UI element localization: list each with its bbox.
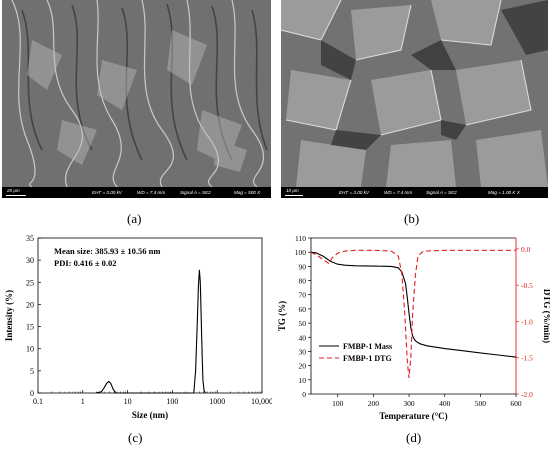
x-tick-label: 10,000	[251, 397, 272, 406]
signal-label-b: Signal A = SE2	[426, 190, 457, 195]
annotation: Mean size: 385.93 ± 10.56 nm	[54, 246, 160, 256]
wd-label-a: WD = 7.4 mm	[137, 190, 166, 195]
sem-texture-a	[2, 0, 271, 187]
y-tick-label: 20	[26, 300, 34, 309]
y-axis-label: Intensity (%)	[4, 290, 14, 341]
x-tick-label: 100	[332, 399, 344, 408]
y-tick-label: 10	[299, 376, 307, 385]
y-tick-label: 5	[30, 367, 34, 376]
panel-label-d: (d)	[406, 430, 422, 445]
right-y-axis-label: DTG (%/min)	[542, 289, 550, 343]
x-tick-label: 400	[439, 399, 451, 408]
x-tick-label: 200	[368, 399, 380, 408]
y-tick-label: 30	[299, 347, 307, 356]
y-tick-label: 20	[299, 362, 307, 371]
sem-texture-b	[281, 0, 548, 187]
right-y-tick-label: -2.0	[521, 390, 533, 399]
y-tick-label: 80	[299, 277, 307, 286]
y-axis-label: TG (%)	[277, 301, 287, 331]
right-y-tick-label: -1.5	[521, 354, 533, 363]
y-tick-label: 15	[26, 323, 34, 332]
x-tick-label: 1000	[209, 397, 225, 406]
tg-mass-line	[310, 251, 517, 358]
eht-label-b: EHT = 3.00 kV	[339, 190, 370, 195]
panel-label-c: (c)	[128, 430, 143, 445]
right-y-tick-label: -1.0	[521, 317, 533, 326]
x-tick-label: 500	[475, 399, 487, 408]
sem-image-a: 20 μm EHT = 3.00 kV WD = 7.4 mm Signal A…	[2, 0, 271, 198]
y-tick-label: 0	[30, 389, 34, 398]
y-tick-label: 100	[295, 248, 307, 257]
x-tick-label: 100	[166, 397, 178, 406]
right-y-tick-label: 0.0	[521, 245, 531, 254]
scale-bar-a	[6, 195, 26, 196]
y-tick-label: 25	[26, 278, 34, 287]
y-tick-label: 110	[295, 234, 306, 243]
sem-info-bar-a: 20 μm EHT = 3.00 kV WD = 7.4 mm Signal A…	[2, 187, 271, 198]
y-tick-label: 30	[26, 256, 34, 265]
right-y-tick-label: -0.5	[521, 281, 533, 290]
x-axis-label: Temperature (°C)	[379, 411, 447, 421]
y-tick-label: 70	[299, 291, 307, 300]
size-distribution-chart: 0 5 10 15 20 25 30 35 0.1 1 10 100 1000 10,000 Size (n…	[4, 234, 272, 420]
x-tick-label: 600	[510, 399, 522, 408]
mag-label-b: Mag = 1.00 K X	[488, 190, 520, 195]
thermogravimetric-chart: 0 10 20 30 40 50 60 70 80 90 100 110 0.0 -0.5 -1.0 -1.5…	[277, 234, 550, 421]
dtg-line	[310, 249, 516, 379]
wd-label-b: WD = 7.4 mm	[384, 190, 413, 195]
panel-label-b: (b)	[404, 211, 420, 226]
x-tick-label: 0.1	[33, 397, 43, 406]
y-tick-label: 0	[302, 390, 306, 399]
y-tick-label: 40	[299, 333, 307, 342]
mag-label-a: Mag = 500 X	[234, 190, 261, 195]
scale-label-a: 20 μm	[7, 188, 20, 193]
signal-label-a: Signal A = SE2	[180, 190, 211, 195]
sem-image-b: 10 μm EHT = 3.00 kV WD = 7.4 mm Signal A…	[281, 0, 548, 198]
y-tick-label: 90	[299, 262, 307, 271]
y-tick-label: 35	[26, 234, 34, 243]
y-tick-label: 10	[26, 345, 34, 354]
x-tick-label: 1	[81, 397, 85, 406]
x-axis-label: Size (nm)	[132, 410, 168, 420]
size-distribution-line	[96, 269, 207, 394]
annotation: PDI: 0.416 ± 0.02	[54, 258, 117, 268]
scale-label-b: 10 μm	[286, 188, 299, 193]
x-tick-label: 300	[403, 399, 415, 408]
x-tick-label: 10	[124, 397, 132, 406]
eht-label-a: EHT = 3.00 kV	[92, 190, 123, 195]
legend-label: FMBP-1 Mass	[343, 342, 392, 351]
sem-info-bar-b: 10 μm EHT = 3.00 kV WD = 7.4 mm Signal A…	[281, 187, 548, 198]
y-tick-label: 50	[299, 319, 307, 328]
legend-label: FMBP-1 DTG	[343, 354, 392, 363]
y-tick-label: 60	[299, 305, 307, 314]
panel-label-a: (a)	[127, 211, 142, 226]
scale-bar-b	[285, 195, 303, 196]
